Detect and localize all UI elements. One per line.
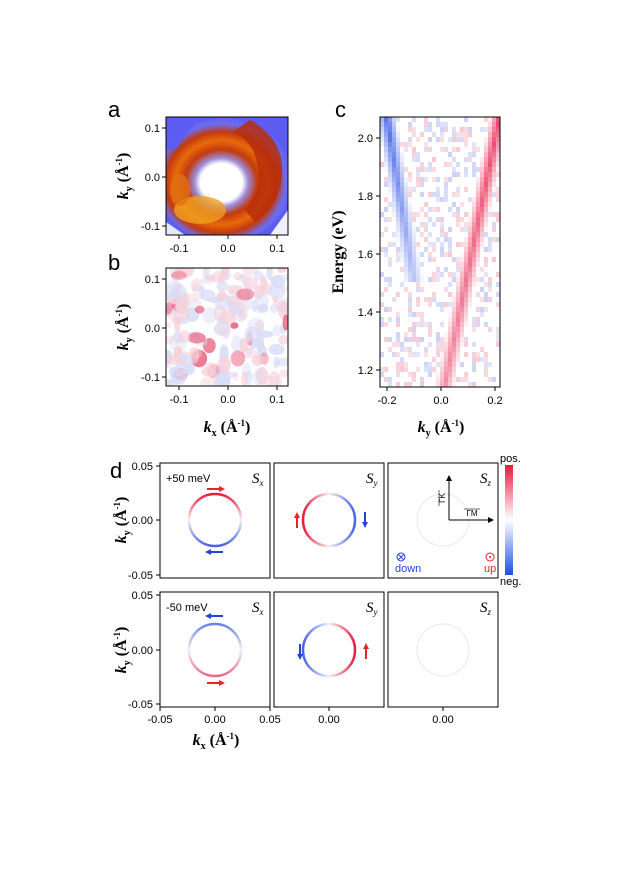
panel-b-ytick: -0.1 [141, 372, 160, 384]
panel-a-ytick: 0.1 [145, 123, 160, 135]
panel-c-letter: c [335, 97, 346, 122]
arrow-left-icon [205, 549, 223, 555]
sx-top-contour [187, 492, 243, 548]
arrow-down-icon [297, 644, 303, 660]
up-label: up [484, 563, 496, 575]
panel-d-ylabel-bottom: ky (Å-1) [112, 627, 133, 674]
panel-c-ytick: 1.8 [358, 191, 373, 203]
panel-d-ytick: 0.05 [132, 461, 153, 473]
panel-d-letter: d [110, 458, 122, 483]
panel-b-ylabel: ky (Å-1) [114, 304, 135, 351]
sy-top-contour [301, 492, 357, 548]
panel-a-yticks: 0.1 0.0 -0.1 [141, 123, 166, 233]
panel-d-ytick: -0.05 [128, 699, 153, 711]
panel-b-xtick: -0.1 [170, 394, 189, 406]
panel-b-frame [165, 267, 289, 387]
sy-label-bottom: Sy [366, 600, 378, 617]
panel-c-xtick: 0.2 [487, 395, 502, 407]
panel-a-xticks: -0.1 0.0 0.1 [170, 235, 285, 255]
panel-c-map [380, 117, 500, 387]
arrow-down-icon [362, 512, 368, 528]
panel-a-letter: a [108, 97, 121, 122]
panel-a-xtick: 0.1 [269, 243, 284, 255]
panel-d-xtick: 0.00 [432, 714, 453, 726]
sy-bottom-contour [301, 622, 357, 678]
panel-b-ytick: 0.1 [145, 274, 160, 286]
gamma-m-label: ΓM [466, 509, 477, 518]
colorbar [505, 465, 513, 575]
panel-b-ytick: 0.0 [145, 323, 160, 335]
panel-d-frames [159, 462, 499, 708]
sx-label-bottom: Sx [252, 600, 264, 617]
panel-b-xtick: 0.0 [220, 394, 235, 406]
panel-c-xticks: -0.2 0.0 0.2 [378, 387, 503, 407]
panel-d-xticks: -0.05 0.00 0.05 0.00 0.00 [147, 707, 454, 726]
sy-label-top: Sy [366, 471, 378, 488]
panel-d-xtick: 0.00 [204, 714, 225, 726]
panel-d-xtick: 0.00 [318, 714, 339, 726]
down-up-markers: down up [395, 552, 496, 575]
sx-label-top: Sx [252, 471, 264, 488]
panel-c-ytick: 2.0 [358, 133, 373, 145]
spin-down-icon [396, 552, 406, 562]
sz-label-top: Sz [480, 471, 492, 488]
panel-c-ylabel: Energy (eV) [330, 210, 347, 293]
panel-d-ytick: 0.05 [132, 590, 153, 602]
colorbar-pos-label: pos. [500, 453, 521, 465]
panel-b-xtick: 0.1 [269, 394, 284, 406]
arrow-right-icon [207, 486, 225, 492]
panel-c-ytick: 1.6 [358, 249, 373, 261]
panel-b-letter: b [108, 250, 120, 275]
panel-a-xtick: 0.0 [220, 243, 235, 255]
panel-c-ytick: 1.4 [358, 307, 373, 319]
spin-arrows-bottom [205, 613, 369, 686]
panel-a-ytick: 0.0 [145, 172, 160, 184]
sx-bottom-contour [187, 622, 243, 678]
energy-label-bottom: -50 meV [166, 602, 208, 614]
panel-c-ytick: 1.2 [358, 365, 373, 377]
arrow-right-icon [207, 680, 225, 686]
panel-c-frame [379, 116, 501, 388]
arrow-up-icon [363, 643, 369, 659]
arrow-left-icon [205, 613, 223, 619]
panel-a-ylabel: ky (Å-1) [114, 153, 135, 200]
panel-a-map [166, 117, 288, 235]
spin-component-labels: Sx Sy Sz Sx Sy Sz [252, 471, 492, 617]
panel-b-map [166, 268, 288, 386]
panel-c-yticks: 2.0 1.8 1.6 1.4 1.2 [358, 133, 380, 377]
panel-d-ytick: -0.05 [128, 570, 153, 582]
panel-b-xlabel: kx (Å-1) [204, 418, 251, 439]
panel-a-xtick: -0.1 [170, 243, 189, 255]
panel-c-xtick: 0.0 [433, 395, 448, 407]
bz-axes: ΓK ΓM [438, 475, 494, 523]
gamma-k-label: ΓK [438, 492, 447, 502]
energy-label-top: +50 meV [166, 473, 211, 485]
spin-arrows-top [205, 486, 368, 555]
sz-label-bottom: Sz [480, 600, 492, 617]
panel-d-ylabel-top: ky (Å-1) [112, 497, 133, 544]
panel-c-xlabel: ky (Å-1) [418, 418, 465, 439]
panel-d-xlabel: kx (Å-1) [193, 731, 240, 752]
panel-d-xtick: -0.05 [147, 714, 172, 726]
arrow-up-icon [294, 512, 300, 528]
panel-b-yticks: 0.1 0.0 -0.1 [141, 274, 166, 384]
spin-up-icon [485, 552, 495, 562]
panel-d-ytick: 0.00 [132, 515, 153, 527]
panel-b-xticks: -0.1 0.0 0.1 [170, 386, 285, 406]
colorbar-neg-label: neg. [500, 576, 521, 588]
panel-a-frame [165, 116, 289, 236]
panel-d-xtick: 0.05 [259, 714, 280, 726]
sz-bottom-contour [416, 623, 470, 677]
panel-a-ytick: -0.1 [141, 221, 160, 233]
down-label: down [395, 563, 421, 575]
panel-d-yticks: 0.05 0.00 -0.05 0.05 0.00 -0.05 [128, 461, 160, 711]
panel-c-xtick: -0.2 [378, 395, 397, 407]
panel-d-ytick: 0.00 [132, 645, 153, 657]
